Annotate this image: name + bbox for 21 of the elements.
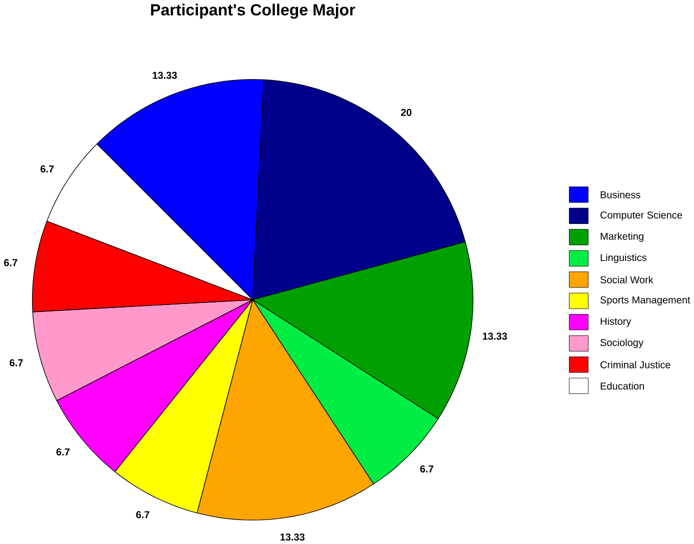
data-label: 13.33 (152, 72, 177, 79)
data-label: 6.7 (10, 359, 23, 366)
data-label: 13.33 (482, 332, 507, 340)
data-label: 6.7 (56, 448, 70, 456)
data-label: 6.7 (136, 510, 150, 518)
legend-label: Sociology (600, 338, 644, 348)
legend-label: Sports Management (600, 296, 690, 306)
legend-label: Business (600, 190, 640, 198)
legend-label: Marketing (600, 232, 644, 242)
data-label: 13.33 (280, 533, 305, 540)
legend-label: Criminal Justice (600, 360, 670, 368)
legend-label: Social Work (600, 276, 654, 284)
legend-label: History (600, 317, 632, 327)
data-label: 20 (401, 108, 412, 116)
data-label: 6.7 (420, 465, 434, 472)
data-label: 6.7 (4, 258, 18, 266)
legend-label: Computer Science (600, 211, 682, 220)
legend-label: Education (600, 382, 644, 390)
data-label: 6.7 (40, 165, 54, 172)
chart-title: Participant's College Major (151, 4, 356, 19)
legend-label: Linguistics (600, 254, 646, 263)
